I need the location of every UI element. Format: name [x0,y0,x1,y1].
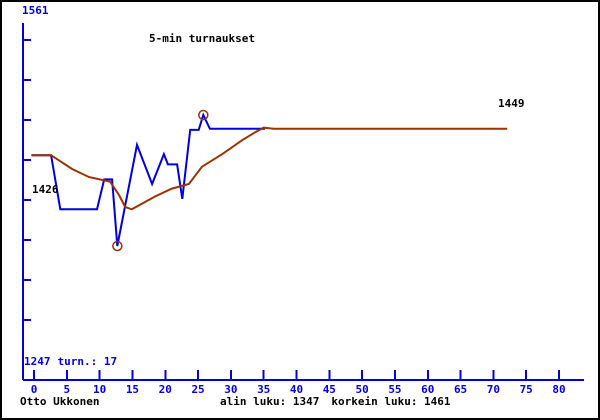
svg-text:35: 35 [257,383,270,396]
svg-text:75: 75 [520,383,533,396]
svg-text:50: 50 [356,383,369,396]
svg-text:70: 70 [487,383,500,396]
svg-text:25: 25 [191,383,204,396]
chart-title: 5-min turnaukset [149,32,255,45]
lowest-rating-text: alin luku: 1347 [220,395,320,408]
rating-summary: alin luku: 1347 korkein luku: 1461 [220,396,451,407]
tournament-count-label: turn.: 17 [57,355,118,368]
svg-text:45: 45 [323,383,336,396]
svg-text:5: 5 [64,383,71,396]
svg-text:0: 0 [31,383,38,396]
svg-text:55: 55 [388,383,401,396]
svg-text:65: 65 [454,383,467,396]
final-rating-label: 1449 [498,97,525,110]
svg-text:20: 20 [159,383,172,396]
svg-text:10: 10 [93,383,106,396]
highest-rating-text: korkein luku: 1461 [331,395,451,408]
player-name: Otto Ukkonen [20,395,100,408]
y-axis-min-label: 1247 [24,355,51,368]
svg-text:15: 15 [126,383,139,396]
axis-min-row: 1247 turn.: 17 [24,356,117,367]
svg-text:80: 80 [552,383,565,396]
svg-text:40: 40 [290,383,303,396]
svg-text:60: 60 [421,383,434,396]
start-rating-label: 1426 [32,183,59,196]
y-axis-max-label: 1561 [22,4,49,17]
svg-text:30: 30 [224,383,237,396]
